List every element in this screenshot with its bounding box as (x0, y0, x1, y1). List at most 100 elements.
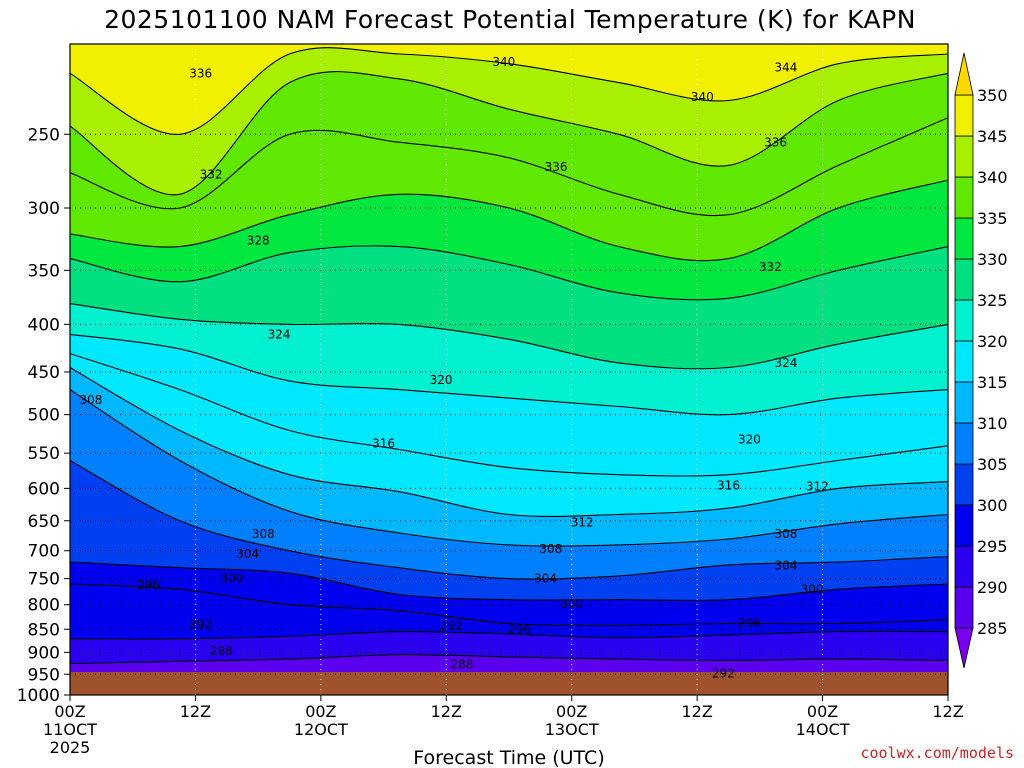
grid-lines (70, 44, 948, 696)
contour-label: 288 (451, 657, 474, 671)
contour-label: 304 (775, 558, 798, 572)
colorbar-label: 340 (977, 168, 1008, 187)
contour-label: 312 (806, 479, 829, 493)
contour-label: 344 (775, 61, 798, 75)
isentrope-316 (70, 353, 948, 477)
colorbar-label: 285 (977, 619, 1008, 638)
colorbar-label: 325 (977, 291, 1008, 310)
contour-label: 288 (210, 644, 233, 658)
theta-color-field (70, 44, 948, 695)
colorbar-label: 295 (977, 537, 1008, 556)
time-tick-label: 00Z (556, 702, 587, 721)
pressure-tick-label: 650 (28, 512, 60, 532)
contour-label: 332 (200, 167, 223, 181)
isentrope-292 (70, 630, 948, 640)
isentrope-288 (70, 654, 948, 665)
colorbar-segment (954, 381, 974, 424)
pressure-tick-label: 750 (28, 570, 60, 590)
colorbar-label: 350 (977, 86, 1008, 105)
isentrope-308 (70, 389, 948, 547)
pressure-tick-label: 1000 (17, 686, 60, 706)
contour-label: 296 (738, 616, 761, 630)
time-tick-label: 00Z (305, 702, 336, 721)
colorbar-label: 290 (977, 578, 1008, 597)
pressure-tick-label: 950 (28, 665, 60, 685)
pressure-tick-label: 850 (28, 620, 60, 640)
isentrope-296 (70, 583, 948, 627)
colorbar-label: 335 (977, 209, 1008, 228)
isentrope-312 (70, 367, 948, 517)
contour-label: 308 (775, 527, 798, 541)
contour-label: 324 (775, 356, 798, 370)
colorbar-segment (954, 258, 974, 301)
colorbar: 285 290 295 300 305 310 315 320 325 330 335 340 345 3… (954, 52, 1008, 669)
credit-text: coolwx.com/models (860, 744, 1014, 762)
colorbar-segment (954, 299, 974, 342)
contour-label: 292 (189, 617, 212, 631)
contour-label: 316 (717, 479, 740, 493)
colorbar-label: 305 (977, 455, 1008, 474)
time-tick-label: 14OCT (796, 720, 850, 739)
contour-label: 296 (508, 622, 531, 636)
colorbar-segment (954, 586, 974, 629)
time-tick-label: 13OCT (545, 720, 599, 739)
contour-label: 304 (534, 572, 557, 586)
pressure-tick-label: 900 (28, 643, 60, 663)
pressure-tick-label: 800 (28, 596, 60, 616)
colorbar-segment (954, 217, 974, 260)
isentrope-304 (70, 460, 948, 580)
colorbar-segment (954, 545, 974, 588)
contour-label: 292 (440, 619, 463, 633)
isentrope-340 (70, 71, 948, 196)
contour-label: 296 (137, 578, 160, 592)
colorbar-label: 315 (977, 373, 1008, 392)
pressure-tick-label: 300 (28, 199, 60, 219)
contour-label: 300 (560, 597, 583, 611)
time-tick-label: 00Z (54, 702, 85, 721)
isentrope-300 (70, 561, 948, 602)
contour-label: 336 (764, 135, 787, 149)
time-tick-label: 12OCT (294, 720, 348, 739)
colorbar-max-arrow (954, 52, 974, 96)
contour-label: 336 (545, 160, 568, 174)
contour-label: 292 (712, 666, 735, 680)
contour-label: 312 (571, 516, 594, 530)
colorbar-segment (954, 176, 974, 219)
colorbar-segment (954, 422, 974, 465)
time-tick-label: 00Z (807, 702, 838, 721)
chart-title: 2025101100 NAM Forecast Potential Temper… (104, 5, 916, 34)
pressure-tick-label: 700 (28, 542, 60, 562)
contour-label: 308 (79, 393, 102, 407)
pressure-tick-label: 250 (28, 125, 60, 145)
time-tick-label: 12Z (180, 702, 211, 721)
colorbar-segment (954, 94, 974, 137)
isentrope-328 (70, 245, 948, 301)
colorbar-label: 300 (977, 496, 1008, 515)
contour-label: 340 (492, 55, 515, 69)
colorbar-segment (954, 135, 974, 178)
pressure-tick-label: 400 (28, 315, 60, 335)
colorbar-label: 330 (977, 250, 1008, 269)
pressure-tick-label: 550 (28, 444, 60, 464)
contour-label: 316 (372, 437, 395, 451)
pressure-axis: 250 300 350 400 450 500 550 600 650 700 750 800 850 9… (17, 125, 70, 706)
plot-frame (69, 43, 949, 696)
contour-labels: 336 340 344 340 336 332 336 328 332 324 324 320 308 3… (79, 55, 828, 681)
colorbar-min-arrow (954, 627, 974, 669)
isentrope-336 (70, 117, 948, 217)
contour-label: 300 (221, 572, 244, 586)
isentrope-344 (70, 47, 948, 135)
isentrope-332 (70, 179, 948, 262)
colorbar-label: 345 (977, 127, 1008, 146)
pressure-tick-label: 500 (28, 406, 60, 426)
colorbar-segment (954, 463, 974, 506)
contour-label: 340 (691, 90, 714, 104)
contour-label: 300 (801, 582, 824, 596)
isentrope-324 (70, 303, 948, 370)
pressure-tick-label: 600 (28, 479, 60, 499)
x-axis-label: Forecast Time (UTC) (413, 747, 604, 768)
contour-label: 324 (268, 327, 291, 341)
time-tick-label: 12Z (932, 702, 963, 721)
